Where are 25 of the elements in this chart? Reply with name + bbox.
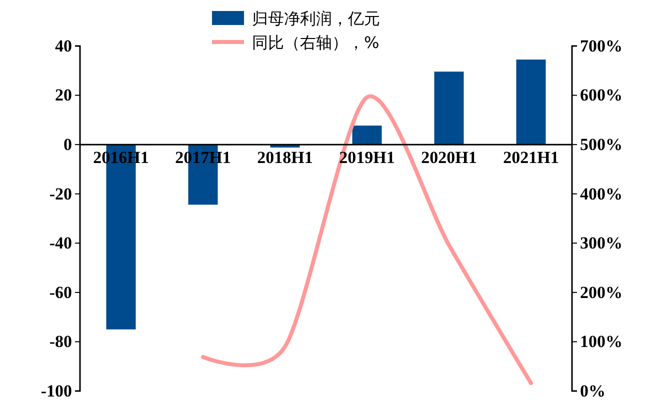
y-tick-label: 40 [55,36,72,56]
legend-label: 同比（右轴），% [252,33,380,52]
y2-tick-label: 100% [580,332,622,352]
y2-tick-label: 500% [580,135,622,154]
x-tick-label: 2018H1 [257,148,313,167]
y-tick-label: -20 [49,184,72,204]
y-tick-label: -80 [49,332,72,352]
y-tick-label: 20 [55,86,72,105]
y-tick-label: -40 [49,234,72,253]
y-tick-label: -60 [49,282,72,302]
bar [434,72,464,145]
x-tick-label: 2019H1 [339,148,395,167]
x-tick-label: 2020H1 [421,148,477,167]
legend-label: 归母净利润，亿元 [252,9,380,28]
y-tick-label: 0 [64,135,72,154]
y2-tick-label: 0% [580,381,606,400]
y2-tick-label: 700% [580,36,622,56]
y2-tick-label: 300% [580,234,622,253]
y2-tick-label: 200% [580,282,622,302]
y2-tick-label: 400% [580,184,622,204]
x-tick-label: 2021H1 [503,148,559,167]
bar [352,126,382,145]
y2-tick-label: 600% [580,86,622,105]
y-tick-label: -100 [40,381,72,400]
bar [516,60,546,145]
